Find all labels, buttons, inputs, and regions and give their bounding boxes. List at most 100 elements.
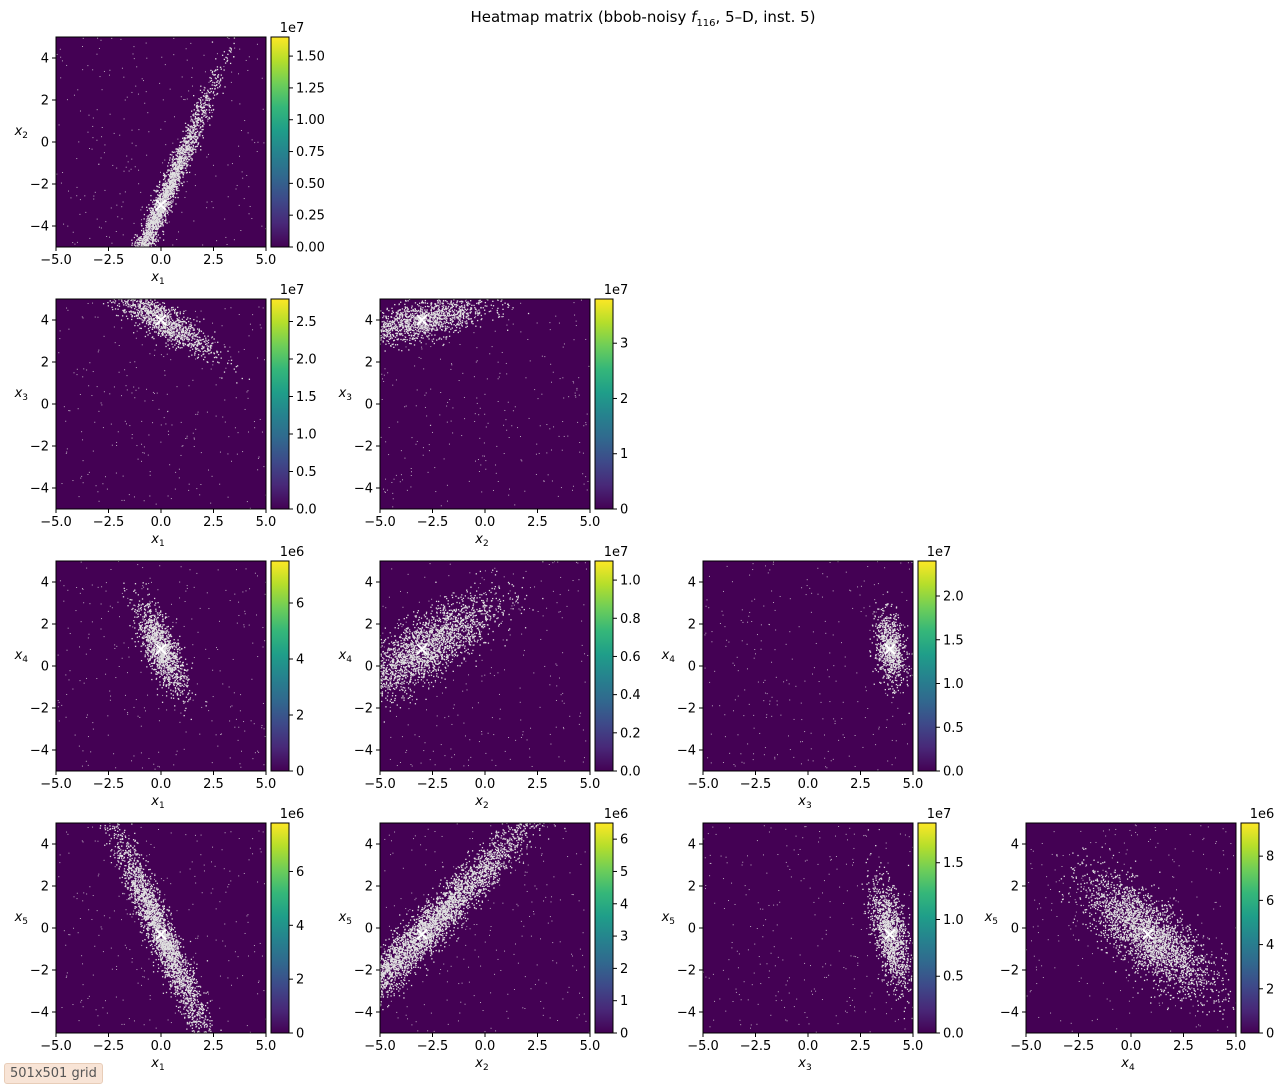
colorbar-scale-label: 1e6 <box>1250 807 1275 822</box>
x-axis-label: x4 <box>1120 1056 1135 1073</box>
colorbar-frame <box>270 560 290 772</box>
x-tick-label: 2.5 <box>527 1039 548 1054</box>
colorbar-tick-label: 0 <box>1266 1027 1274 1042</box>
colorbar-tick-label: 0 <box>296 1027 304 1042</box>
colorbar <box>271 823 289 1033</box>
colorbar-tick-label: 4 <box>296 919 304 934</box>
x-tick-label: −2.5 <box>417 1039 449 1054</box>
noise-scatter <box>704 561 913 771</box>
x-axis-label: x3 <box>797 794 811 811</box>
colorbar-tick-label: 2 <box>1266 982 1274 997</box>
colorbar-tick-label: 2.0 <box>296 353 317 368</box>
colorbar-tick-label: 0.0 <box>943 1027 964 1042</box>
x-axis-label: x3 <box>797 1056 811 1073</box>
x-tick-label: 0.0 <box>151 253 172 268</box>
figure-title: Heatmap matrix (bbob-noisy f116, 5–D, in… <box>0 8 1286 29</box>
y-tick-label: 0 <box>41 136 49 151</box>
y-tick-label: −2 <box>677 964 696 979</box>
colorbar-frame <box>270 298 290 510</box>
heatmap-panel-2-5: −5.0 −2.5 0.0 2.5 5.0 −4 −2 0 2 4 x2 x5 0 1 2 3 4 5 6 1e6 <box>338 807 629 1073</box>
y-tick-label: −4 <box>677 744 696 759</box>
colorbar <box>918 823 936 1033</box>
y-axis-label: x5 <box>338 910 352 927</box>
colorbar-tick-label: 0.2 <box>620 726 641 741</box>
y-tick-label: −4 <box>354 744 373 759</box>
optimum-marker <box>884 928 896 941</box>
noise-scatter <box>58 823 266 1033</box>
colorbar-tick-label: 0.5 <box>943 721 964 736</box>
x-tick-label: −2.5 <box>93 253 125 268</box>
optimum-marker <box>155 314 167 326</box>
y-tick-label: 0 <box>688 922 696 937</box>
x-tick-label: −5.0 <box>40 253 72 268</box>
heatmap-panel-2-3: −5.0 −2.5 0.0 2.5 5.0 −4 −2 0 2 4 x2 x3 0 1 2 3 1e7 <box>338 283 629 549</box>
colorbar-scale-label: 1e7 <box>280 283 305 298</box>
heatmap-panel-3-4: −5.0 −2.5 0.0 2.5 5.0 −4 −2 0 2 4 x3 x4 0.0 0.5 1.0 1.5… <box>661 545 964 811</box>
x-tick-label: 5.0 <box>903 777 924 792</box>
y-tick-label: −2 <box>30 178 49 193</box>
y-tick-label: 0 <box>688 660 696 675</box>
optimum-marker <box>416 643 428 655</box>
y-tick-label: 2 <box>688 880 696 895</box>
x-axis-label: x2 <box>474 1056 488 1073</box>
colorbar-tick-label: 6 <box>620 833 628 848</box>
x-tick-label: 2.5 <box>527 515 548 530</box>
y-tick-label: −2 <box>30 702 49 717</box>
colorbar-tick-label: 0.50 <box>296 177 325 192</box>
colorbar-tick-label: 1.50 <box>296 50 325 65</box>
x-tick-label: −2.5 <box>417 515 449 530</box>
x-tick-label: 2.5 <box>203 253 224 268</box>
y-tick-label: 4 <box>41 576 49 591</box>
x-tick-label: 0.0 <box>798 1039 819 1054</box>
x-tick-label: 2.5 <box>527 777 548 792</box>
heatmap-panel-1-5: −5.0 −2.5 0.0 2.5 5.0 −4 −2 0 2 4 x1 x5 0 2 4 6 1e6 <box>14 807 305 1073</box>
colorbar-tick-label: 1.25 <box>296 81 325 96</box>
colorbar-scale-label: 1e6 <box>280 807 305 822</box>
y-tick-label: 2 <box>365 356 373 371</box>
heatmap-background <box>703 823 913 1033</box>
heatmap-background <box>380 561 590 771</box>
y-tick-label: 0 <box>365 398 373 413</box>
colorbar-tick-label: 0 <box>620 1027 628 1042</box>
colorbar-scale-label: 1e7 <box>280 21 305 36</box>
colorbar-tick-label: 1.00 <box>296 113 325 128</box>
y-tick-label: 0 <box>365 660 373 675</box>
y-tick-label: −2 <box>354 440 373 455</box>
colorbar-frame <box>270 36 290 248</box>
y-tick-label: −4 <box>354 482 373 497</box>
colorbar <box>595 561 613 771</box>
noise-scatter <box>58 299 266 509</box>
x-tick-label: 0.0 <box>475 1039 496 1054</box>
colorbar-frame <box>917 560 937 772</box>
x-axis-label: x1 <box>150 532 164 549</box>
colorbar-tick-label: 0 <box>296 765 304 780</box>
colorbar-tick-label: 6 <box>296 865 304 880</box>
y-axis-label: x5 <box>984 910 998 927</box>
colorbar-tick-label: 0.25 <box>296 209 325 224</box>
x-tick-label: −2.5 <box>93 1039 125 1054</box>
x-tick-label: −5.0 <box>40 515 72 530</box>
colorbar-tick-label: 1.5 <box>296 390 317 405</box>
heatmap-background <box>703 561 913 771</box>
x-tick-label: 0.0 <box>475 515 496 530</box>
y-axis-label: x4 <box>661 648 676 665</box>
y-tick-label: 4 <box>1011 838 1019 853</box>
x-tick-label: 0.0 <box>151 515 172 530</box>
optimum-marker <box>155 928 167 941</box>
x-tick-label: 0.0 <box>475 777 496 792</box>
colorbar <box>1241 823 1259 1033</box>
y-axis-label: x5 <box>14 910 28 927</box>
x-tick-label: −5.0 <box>364 1039 396 1054</box>
x-tick-label: 5.0 <box>903 1039 924 1054</box>
colorbar-tick-label: 1 <box>620 994 628 1009</box>
x-axis-label: x1 <box>150 270 164 287</box>
x-tick-label: 0.0 <box>1121 1039 1142 1054</box>
heatmap-background <box>380 299 590 509</box>
x-axis-label: x1 <box>150 1056 164 1073</box>
colorbar-tick-label: 5 <box>620 865 628 880</box>
optimum-marker <box>416 928 428 941</box>
colorbar-tick-label: 2.0 <box>943 590 964 605</box>
y-tick-label: 2 <box>41 880 49 895</box>
colorbar-tick-label: 1.0 <box>296 428 317 443</box>
colorbar-tick-label: 0.0 <box>943 765 964 780</box>
